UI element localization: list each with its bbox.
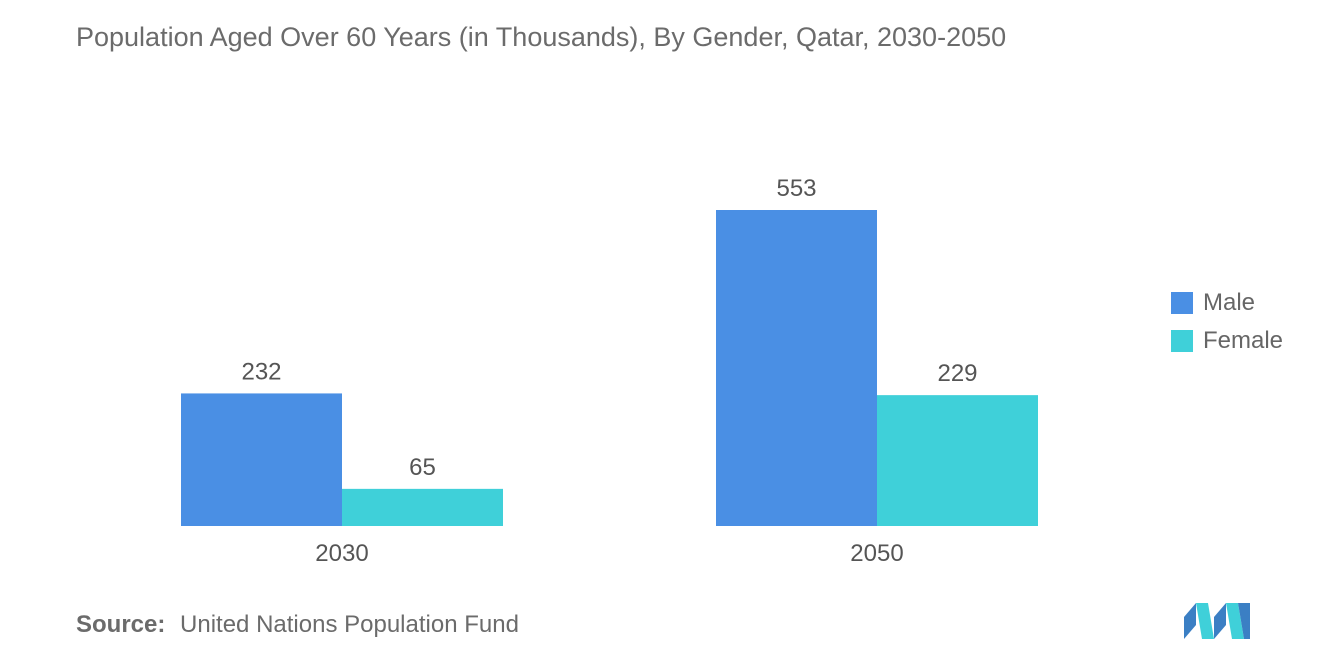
x-tick-label-2030: 2030 xyxy=(315,540,368,567)
source-note: Source: United Nations Population Fund xyxy=(76,611,519,639)
bar-male-2050 xyxy=(716,210,877,526)
legend-swatch-male xyxy=(1171,292,1193,314)
x-tick-label-2050: 2050 xyxy=(850,540,903,567)
source-label: Source: xyxy=(76,611,166,638)
bar-female-2050 xyxy=(877,395,1038,526)
source-text: United Nations Population Fund xyxy=(180,611,519,638)
legend: Male Female xyxy=(1171,284,1283,360)
chart-title: Population Aged Over 60 Years (in Thousa… xyxy=(76,22,1007,52)
data-label-female-2050: 229 xyxy=(937,360,977,387)
brand-logo-icon xyxy=(1184,603,1250,639)
legend-label-male: Male xyxy=(1203,289,1256,316)
legend-label-female: Female xyxy=(1203,327,1284,354)
legend-swatch-female xyxy=(1171,330,1193,352)
bar-male-2030 xyxy=(181,393,342,526)
legend-item-male: Male xyxy=(1171,284,1283,322)
legend-item-female: Female xyxy=(1171,322,1283,360)
bar-female-2030 xyxy=(342,488,503,526)
data-label-male-2030: 232 xyxy=(241,358,281,385)
data-label-female-2030: 65 xyxy=(409,454,436,481)
data-label-male-2050: 553 xyxy=(776,175,816,202)
